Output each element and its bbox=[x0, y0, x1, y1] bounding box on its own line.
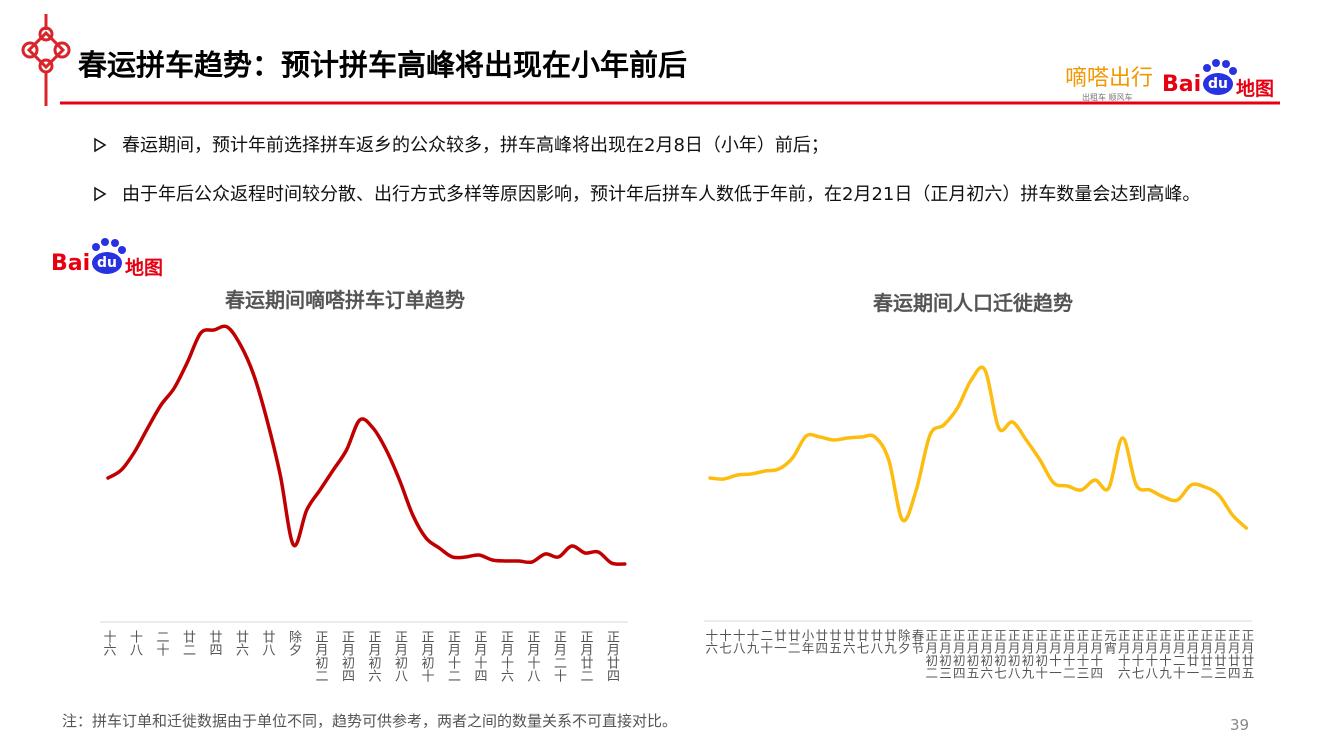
x-tick-label: 正月初八 bbox=[392, 630, 407, 682]
chart-title: 春运期间人口迁徙趋势 bbox=[873, 291, 1073, 315]
bullet-text: 春运期间，预计年前选择拼车返乡的公众较多，拼车高峰将出现在2月8日（小年）前后； bbox=[122, 135, 829, 156]
x-tick-label: 正月十二 bbox=[1060, 629, 1076, 679]
x-tick-label: 春节 bbox=[909, 629, 925, 654]
slide-title: 春运拼车趋势：预计拼车高峰将出现在小年前后 bbox=[78, 48, 688, 82]
x-tick-label: 正月十三 bbox=[1074, 629, 1090, 679]
x-tick-label: 正月初十 bbox=[418, 630, 434, 682]
x-tick-label: 正月十七 bbox=[1129, 629, 1145, 679]
x-tick-label: 正月初三 bbox=[937, 629, 952, 679]
x-tick-label: 廿九 bbox=[882, 629, 897, 654]
baidu-paw bbox=[1203, 59, 1237, 95]
bullet-marker bbox=[94, 137, 107, 153]
x-tick-label: 正月十六 bbox=[1115, 629, 1131, 679]
x-tick-label: 廿二 bbox=[180, 630, 195, 656]
logo-text: 嘀嗒出行 bbox=[1065, 66, 1154, 91]
x-tick-label: 廿六 bbox=[233, 630, 248, 656]
x-tick-label: 十六 bbox=[703, 629, 719, 654]
x-tick-label: 正月十二 bbox=[445, 630, 460, 682]
baidu-paw bbox=[92, 238, 126, 274]
bullet-text: 由于年后公众返程时间较分散、出行方式多样等原因影响，预计年后拼车人数低于年前，在… bbox=[122, 184, 1201, 205]
x-tick-label: 十八 bbox=[127, 630, 142, 656]
x-tick-label: 二十 bbox=[153, 630, 169, 656]
x-tick-label: 二十 bbox=[758, 629, 774, 654]
x-tick-label: 廿四 bbox=[813, 629, 829, 654]
x-tick-label: 正月初八 bbox=[1005, 629, 1021, 679]
logo-text: du bbox=[1208, 76, 1228, 92]
x-tick-label: 正月廿二 bbox=[577, 630, 593, 682]
x-tick-label: 十六 bbox=[100, 630, 116, 656]
x-tick-label: 廿八 bbox=[259, 630, 275, 656]
x-tick-label: 正月十九 bbox=[1157, 629, 1172, 679]
x-tick-label: 正月廿一 bbox=[1184, 629, 1200, 679]
x-tick-label: 正月初四 bbox=[950, 629, 966, 679]
x-tick-label: 正月十四 bbox=[471, 630, 487, 682]
x-tick-label: 正月十八 bbox=[524, 630, 540, 682]
x-tick-label: 廿一 bbox=[772, 629, 787, 654]
x-tick-label: 正月二十 bbox=[551, 630, 566, 682]
x-tick-label: 正月廿四 bbox=[604, 630, 619, 682]
x-tick-label: 廿四 bbox=[206, 630, 222, 656]
x-tick-label: 廿二 bbox=[785, 629, 801, 654]
footnote: 注：拼车订单和迁徙数据由于单位不同，趋势可供参考，两者之间的数量关系不可直接对比… bbox=[62, 712, 678, 730]
x-tick-label: 正月廿二 bbox=[1198, 629, 1214, 679]
chart-title: 春运期间嘀嗒拼车订单趋势 bbox=[225, 288, 465, 312]
x-tick-label: 正月初六 bbox=[978, 629, 994, 679]
chinese-knot bbox=[21, 14, 71, 106]
x-tick-label: 正月廿五 bbox=[1239, 629, 1255, 679]
x-tick-label: 正月廿三 bbox=[1212, 629, 1227, 679]
x-tick-label: 廿五 bbox=[827, 629, 842, 654]
logo-text: Bai bbox=[1162, 72, 1202, 97]
x-tick-label: 十八 bbox=[730, 629, 746, 654]
x-tick-label: 正月初四 bbox=[339, 630, 354, 682]
x-tick-label: 正月初九 bbox=[1019, 629, 1035, 679]
data-line bbox=[106, 324, 627, 566]
x-tick-label: 正月初二 bbox=[923, 629, 939, 679]
x-tick-label: 廿七 bbox=[854, 629, 870, 654]
x-tick-label: 正月十八 bbox=[1143, 629, 1159, 679]
logo-text: 地图 bbox=[1236, 78, 1275, 100]
data-line bbox=[708, 365, 1248, 530]
x-tick-label: 除夕 bbox=[286, 630, 301, 656]
x-tick-label: 正月初五 bbox=[964, 629, 980, 679]
logo-subtext: 出租车 顺风车 bbox=[1082, 93, 1133, 102]
x-tick-label: 正月十六 bbox=[498, 630, 513, 682]
x-tick-label: 廿六 bbox=[840, 629, 856, 654]
x-tick-label: 除夕 bbox=[895, 629, 911, 654]
x-tick-label: 小年 bbox=[799, 629, 815, 654]
x-tick-label: 正月初七 bbox=[992, 629, 1007, 679]
bullet-marker bbox=[94, 186, 107, 202]
x-tick-label: 廿八 bbox=[868, 629, 884, 654]
logo-text: Bai bbox=[51, 251, 91, 276]
x-tick-label: 正月二十 bbox=[1170, 629, 1186, 679]
logo-text: 地图 bbox=[125, 257, 164, 279]
x-tick-label: 正月十一 bbox=[1047, 629, 1062, 679]
x-tick-label: 正月初十 bbox=[1033, 629, 1049, 679]
x-tick-label: 正月初六 bbox=[365, 630, 381, 682]
x-tick-label: 十七 bbox=[717, 629, 732, 654]
x-tick-label: 元宵 bbox=[1102, 629, 1117, 654]
x-tick-label: 正月初二 bbox=[312, 630, 328, 682]
x-tick-label: 正月廿四 bbox=[1225, 629, 1241, 679]
logo-text: du bbox=[97, 255, 117, 271]
x-tick-label: 正月十四 bbox=[1088, 629, 1104, 679]
page-number: 39 bbox=[1230, 716, 1250, 734]
x-tick-label: 十九 bbox=[744, 629, 760, 654]
